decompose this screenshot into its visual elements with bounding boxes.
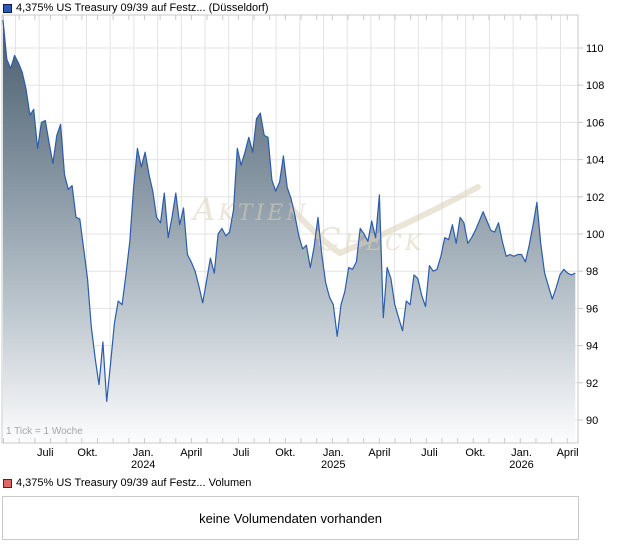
svg-text:92: 92 <box>586 378 598 390</box>
svg-text:94: 94 <box>586 341 598 353</box>
axis-ticks <box>3 15 583 443</box>
svg-text:110: 110 <box>586 43 604 55</box>
svg-text:2025: 2025 <box>321 459 345 471</box>
svg-text:Juli: Juli <box>37 447 54 459</box>
svg-text:Jan.: Jan. <box>511 447 532 459</box>
svg-text:Jan.: Jan. <box>133 447 154 459</box>
plot-border <box>1 14 579 444</box>
svg-text:Juli: Juli <box>421 447 438 459</box>
svg-text:April: April <box>368 447 390 459</box>
svg-text:April: April <box>557 447 579 459</box>
svg-text:100: 100 <box>586 229 604 241</box>
svg-text:Okt.: Okt. <box>77 447 97 459</box>
svg-text:Okt.: Okt. <box>465 447 485 459</box>
volume-message: keine Volumendaten vorhanden <box>199 510 382 526</box>
svg-text:96: 96 <box>586 303 598 315</box>
svg-text:106: 106 <box>586 117 604 129</box>
svg-text:Jan.: Jan. <box>323 447 344 459</box>
svg-text:AKTIEN: AKTIEN <box>190 192 309 228</box>
svg-text:102: 102 <box>586 192 604 204</box>
watermark-swoosh-icon <box>290 184 481 257</box>
svg-text:2024: 2024 <box>131 459 155 471</box>
price-chart-title: 4,375% US Treasury 09/39 auf Festz... (D… <box>16 2 269 14</box>
volume-chart-header: 4,375% US Treasury 09/39 auf Festz... Vo… <box>3 478 251 489</box>
svg-text:90: 90 <box>586 415 598 427</box>
svg-text:108: 108 <box>586 80 604 92</box>
volume-panel: keine Volumendaten vorhanden <box>2 496 579 540</box>
svg-text:2026: 2026 <box>509 459 533 471</box>
volume-series-marker-icon <box>3 479 12 488</box>
svg-text:April: April <box>180 447 202 459</box>
svg-text:Juli: Juli <box>233 447 250 459</box>
price-area <box>3 20 576 443</box>
svg-text:Okt.: Okt. <box>275 447 295 459</box>
svg-text:98: 98 <box>586 266 598 278</box>
price-chart-header: 4,375% US Treasury 09/39 auf Festz... (D… <box>3 3 269 14</box>
volume-chart-title: 4,375% US Treasury 09/39 auf Festz... Vo… <box>16 477 252 489</box>
price-series-marker-icon <box>3 4 12 13</box>
tick-note: 1 Tick = 1 Woche <box>6 426 83 437</box>
svg-text:104: 104 <box>586 155 604 167</box>
price-line <box>2 20 576 402</box>
y-axis-labels: 110 108 106 104 102 100 98 96 94 92 90 <box>586 43 604 427</box>
